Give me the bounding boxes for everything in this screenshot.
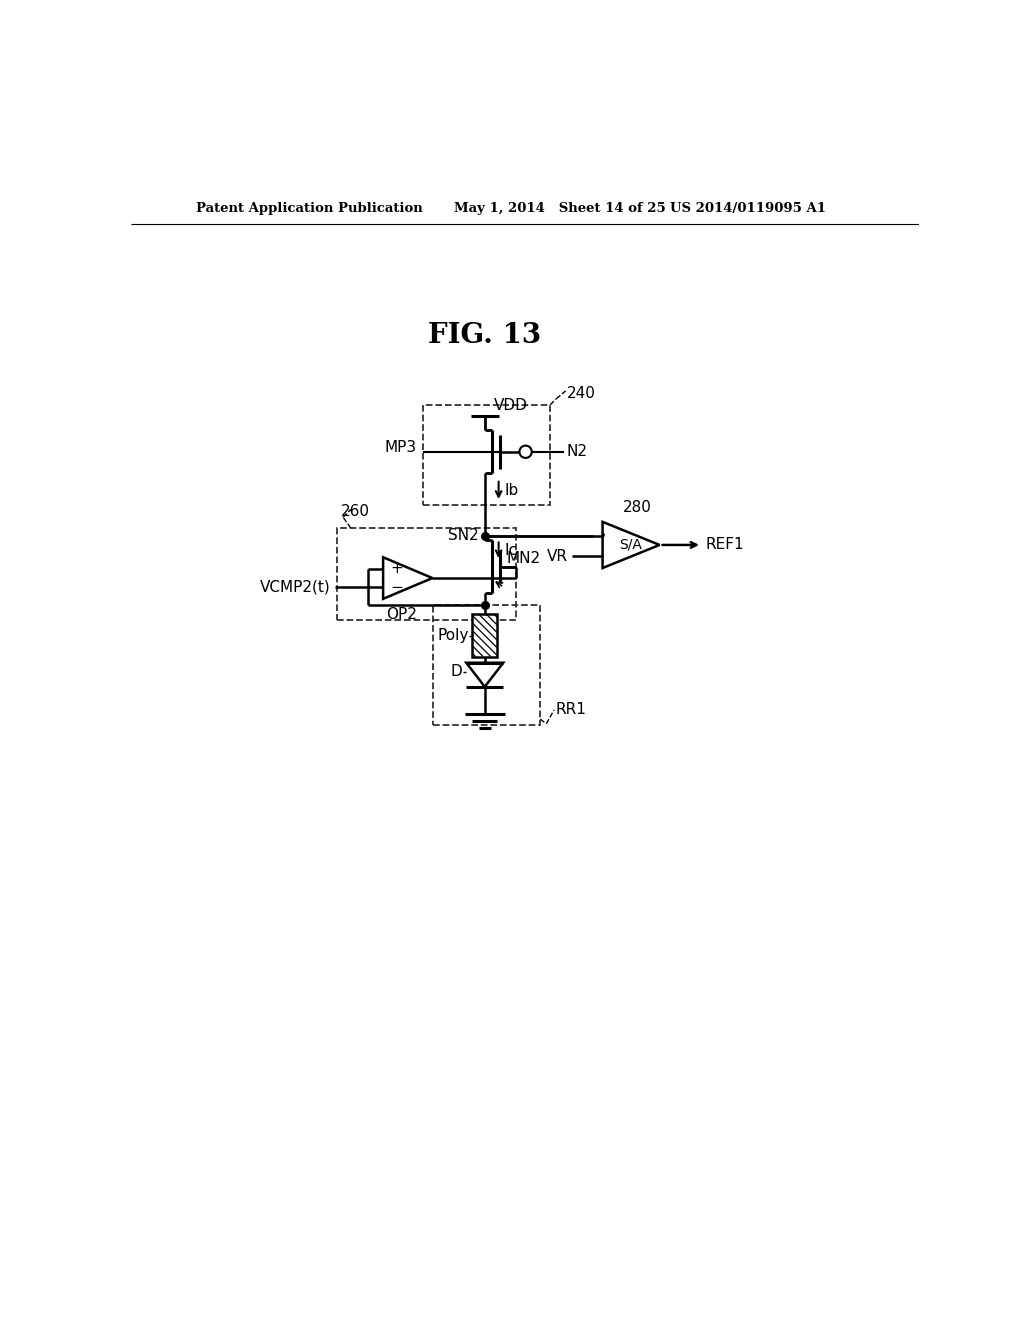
Text: 260: 260	[341, 503, 370, 519]
Text: Patent Application Publication: Patent Application Publication	[196, 202, 423, 215]
Text: FIG. 13: FIG. 13	[428, 322, 542, 348]
Text: RR1: RR1	[556, 702, 587, 717]
Text: S/A: S/A	[620, 539, 642, 552]
Text: N2: N2	[566, 445, 588, 459]
Text: D: D	[451, 664, 463, 680]
Text: REF1: REF1	[706, 537, 744, 553]
Text: 240: 240	[567, 385, 596, 401]
Text: Poly: Poly	[437, 628, 469, 643]
Text: Ib: Ib	[505, 483, 519, 498]
Text: US 2014/0119095 A1: US 2014/0119095 A1	[670, 202, 825, 215]
Text: VDD: VDD	[494, 399, 528, 413]
Text: MP3: MP3	[385, 441, 417, 455]
Text: Ic: Ic	[505, 543, 518, 558]
Text: +: +	[391, 561, 403, 577]
Text: SN2: SN2	[447, 528, 478, 544]
Text: −: −	[391, 579, 403, 595]
Text: May 1, 2014   Sheet 14 of 25: May 1, 2014 Sheet 14 of 25	[454, 202, 666, 215]
Bar	[472, 614, 497, 656]
Text: VR: VR	[547, 549, 568, 564]
Text: OP2: OP2	[386, 607, 417, 622]
Text: 280: 280	[624, 500, 652, 516]
Text: MN2: MN2	[506, 552, 541, 566]
Text: VCMP2(t): VCMP2(t)	[260, 579, 331, 595]
